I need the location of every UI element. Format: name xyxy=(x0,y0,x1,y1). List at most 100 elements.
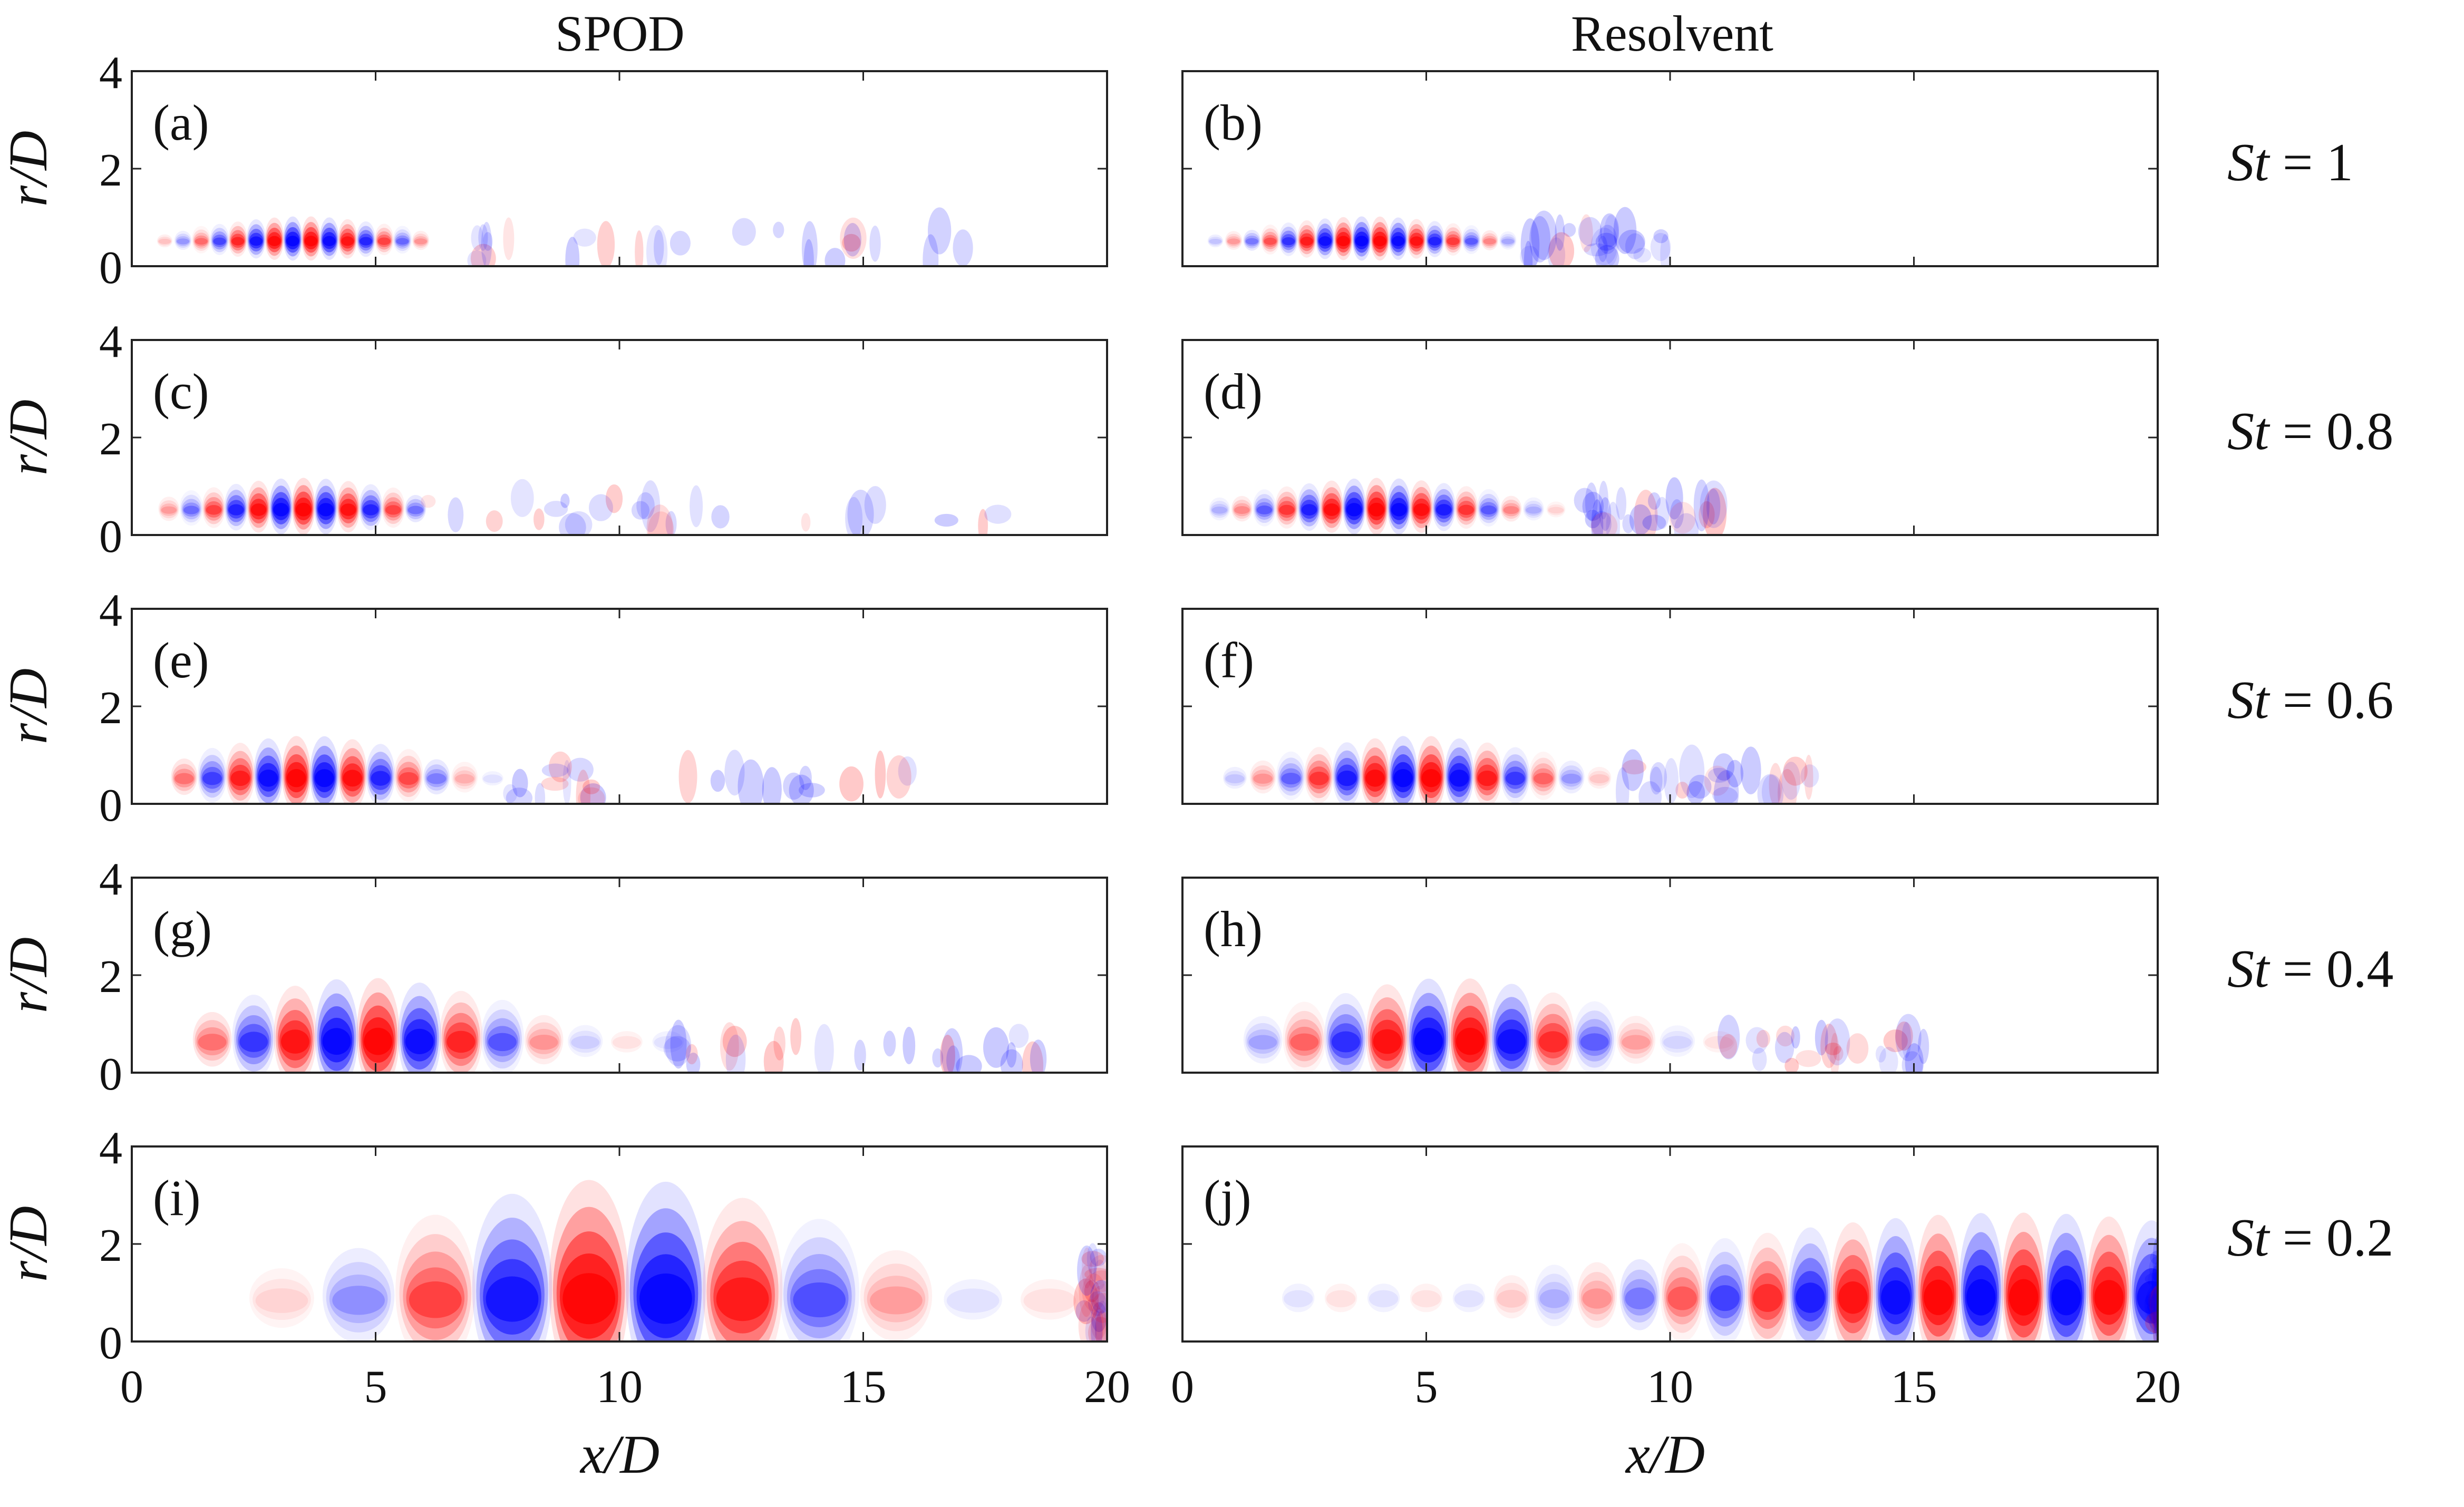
noise-contour xyxy=(1699,501,1715,529)
positive-lobe xyxy=(159,500,179,519)
noise-contour xyxy=(1804,754,1813,800)
positive-lobe xyxy=(1534,773,1553,785)
noise-contour xyxy=(1664,758,1679,804)
positive-lobe xyxy=(399,772,419,785)
noise-contour xyxy=(641,480,661,532)
positive-lobe xyxy=(1495,1282,1528,1313)
noise-contour xyxy=(1091,1310,1103,1341)
positive-lobe xyxy=(1666,1277,1699,1317)
positive-lobe xyxy=(1283,1002,1326,1073)
noise-contour xyxy=(725,1034,746,1073)
noise-contour xyxy=(1718,1015,1740,1059)
positive-lobe xyxy=(1278,501,1296,518)
positive-lobe xyxy=(1309,771,1329,785)
noise-contour xyxy=(605,484,623,513)
positive-lobe xyxy=(414,238,427,245)
y-tick-label: 0 xyxy=(99,1318,122,1369)
negative-lobe xyxy=(1369,1290,1399,1308)
positive-lobe xyxy=(395,1214,476,1341)
positive-lobe xyxy=(374,223,394,256)
positive-lobe xyxy=(381,487,405,528)
negative-lobe xyxy=(423,759,450,795)
noise-contour xyxy=(839,766,864,802)
contour-field xyxy=(249,1180,1107,1341)
negative-lobe xyxy=(483,1009,522,1069)
positive-lobe xyxy=(1660,1243,1705,1341)
noise-contour xyxy=(814,1024,834,1073)
negative-lobe xyxy=(1480,502,1498,517)
positive-lobe xyxy=(396,762,421,793)
positive-lobe xyxy=(864,1263,929,1331)
positive-lobe xyxy=(204,497,224,521)
negative-lobe xyxy=(1623,1279,1656,1316)
noise-contour xyxy=(1902,1051,1923,1073)
positive-lobe xyxy=(2009,1279,2039,1316)
noise-contour xyxy=(934,513,958,527)
negative-lobe xyxy=(201,766,223,789)
negative-lobe xyxy=(394,232,411,249)
positive-lobe xyxy=(1924,1279,1953,1316)
noise-contour xyxy=(1531,210,1557,260)
positive-lobe xyxy=(1373,1029,1402,1054)
negative-lobe xyxy=(1539,1289,1569,1308)
noise-contour xyxy=(1095,1310,1107,1341)
positive-lobe xyxy=(413,236,428,246)
positive-lobe xyxy=(1445,231,1461,250)
x-tick-label: 15 xyxy=(1891,1362,1937,1413)
noise-contour xyxy=(2148,1287,2158,1316)
noise-contour xyxy=(1633,248,1652,263)
panel-j: 0 5 10 15 20 (j) xyxy=(1171,1145,2181,1413)
positive-lobe xyxy=(249,1268,314,1328)
y-tick-label: 2 xyxy=(99,951,122,1003)
positive-lobe xyxy=(529,1034,558,1050)
negative-lobe xyxy=(487,1026,518,1056)
negative-lobe xyxy=(407,502,424,517)
noise-contour xyxy=(732,218,756,246)
positive-lobe xyxy=(1497,1289,1527,1308)
negative-lobe xyxy=(1243,1016,1283,1064)
noise-contour xyxy=(801,513,811,532)
noise-contour xyxy=(1830,1033,1840,1073)
positive-lobe xyxy=(1232,500,1252,519)
positive-lobe xyxy=(1324,1284,1357,1312)
noise-contour xyxy=(467,250,487,266)
positive-lobe xyxy=(1252,770,1274,787)
noise-contour xyxy=(773,221,784,238)
positive-lobe xyxy=(1482,233,1498,248)
noise-contour xyxy=(2151,1315,2158,1329)
noise-contour xyxy=(2152,1236,2158,1288)
noise-contour xyxy=(1784,1057,1799,1073)
noise-contour xyxy=(845,497,863,535)
noise-contour xyxy=(2151,1271,2158,1306)
positive-lobe xyxy=(1503,506,1519,514)
negative-lobe xyxy=(1276,751,1306,800)
negative-lobe xyxy=(1326,1004,1365,1073)
positive-lobe xyxy=(394,748,423,802)
positive-lobe xyxy=(1226,234,1241,248)
positive-lobe xyxy=(160,503,178,516)
noise-contour xyxy=(1815,1019,1828,1056)
negative-lobe xyxy=(1464,235,1479,247)
positive-lobe xyxy=(195,238,208,245)
negative-lobe xyxy=(1328,1014,1364,1065)
panel-background xyxy=(132,340,1107,535)
noise-contour xyxy=(1091,1308,1107,1340)
noise-contour xyxy=(2149,1256,2158,1281)
noise-contour xyxy=(1613,207,1637,254)
noise-contour xyxy=(685,1044,698,1065)
positive-lobe xyxy=(375,227,393,252)
positive-lobe xyxy=(1481,230,1499,250)
negative-lobe xyxy=(406,499,425,520)
noise-contour xyxy=(1708,767,1731,783)
noise-contour xyxy=(663,1036,691,1062)
noise-contour xyxy=(843,223,861,257)
negative-lobe xyxy=(286,236,299,247)
negative-lobe xyxy=(177,238,189,245)
noise-contour xyxy=(1776,1025,1794,1047)
positive-lobe xyxy=(1276,491,1297,525)
negative-lobe xyxy=(232,994,276,1073)
noise-contour xyxy=(1650,766,1663,795)
noise-contour xyxy=(665,1025,692,1066)
positive-lobe xyxy=(1290,1033,1319,1051)
positive-lobe xyxy=(1264,237,1277,245)
